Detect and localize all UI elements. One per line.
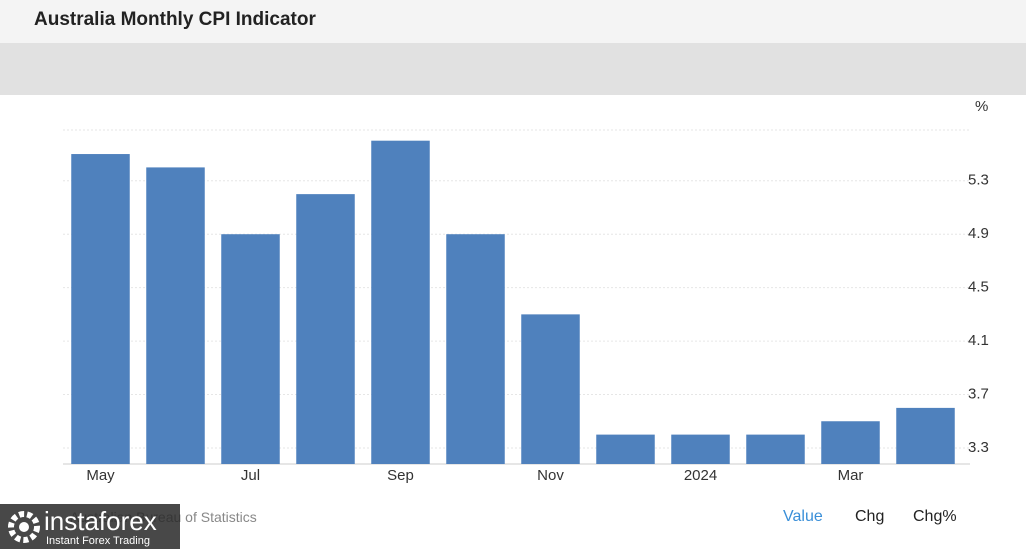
title: Australia Monthly CPI Indicator <box>34 9 316 30</box>
y-tick-label: 5.3 <box>968 172 989 189</box>
watermark: instaforex Instant Forex Trading <box>0 504 180 549</box>
bar <box>71 154 130 464</box>
bar <box>596 434 655 464</box>
bar <box>371 140 430 465</box>
title-bar: Australia Monthly CPI Indicator <box>0 0 1026 43</box>
y-tick-label: 3.7 <box>968 385 989 402</box>
bar <box>296 194 355 464</box>
bar <box>746 434 805 464</box>
bar <box>896 407 955 464</box>
watermark-tagline: Instant Forex Trading <box>46 535 150 547</box>
y-tick-label: 4.1 <box>968 332 989 349</box>
x-tick-label: Sep <box>387 467 414 484</box>
x-tick-label: Jul <box>241 467 260 484</box>
bar <box>521 314 580 464</box>
x-tick-label: May <box>86 467 115 484</box>
chg-pct-button[interactable]: Chg% <box>913 508 957 525</box>
x-tick-label: Mar <box>838 467 864 484</box>
y-tick-label: 3.3 <box>968 439 989 456</box>
bar <box>671 434 730 464</box>
bar <box>446 234 505 464</box>
bar <box>221 234 280 464</box>
x-tick-label: 2024 <box>684 467 717 484</box>
bar <box>146 167 205 464</box>
bar <box>821 421 880 464</box>
x-tick-label: Nov <box>537 467 564 484</box>
y-tick-label: 4.9 <box>968 225 989 242</box>
value-button[interactable]: Value <box>783 508 823 525</box>
chg-button[interactable]: Chg <box>855 508 885 525</box>
y-tick-label: 4.5 <box>968 279 989 296</box>
watermark-brand: instaforex <box>44 506 157 536</box>
chart: % 3.3 3.7 4.1 4.5 4.9 5.3 May Jul Sep Nov 2024 Mar <box>63 98 989 484</box>
watermark-icon <box>8 511 40 543</box>
unit-label: % <box>975 98 988 115</box>
toolbar-band <box>0 43 1026 95</box>
